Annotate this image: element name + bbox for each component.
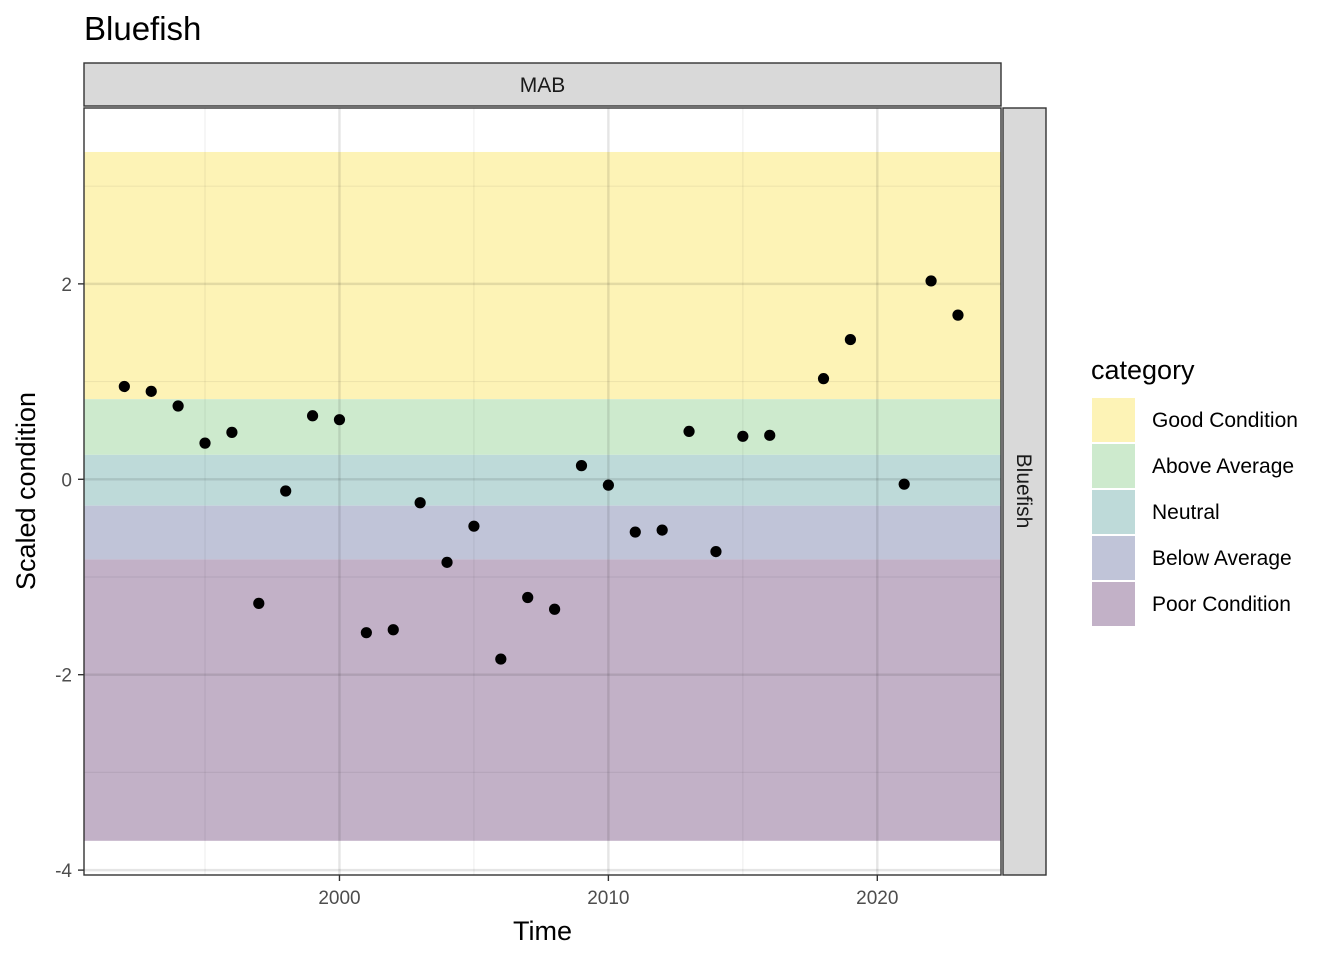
x-tick-label: 2000	[318, 888, 360, 909]
data-point	[898, 478, 910, 490]
axes: 2000 2010 2020 -4 -2 0 2	[55, 275, 898, 909]
legend: category Good Condition Above Average Neut…	[1091, 355, 1298, 626]
data-point	[656, 524, 668, 536]
chart-title: Bluefish	[84, 10, 201, 47]
data-point	[360, 627, 372, 639]
data-point	[414, 497, 426, 509]
data-point	[710, 545, 722, 558]
data-point	[737, 430, 749, 442]
data-point	[199, 437, 211, 449]
data-point	[226, 426, 238, 438]
category-bands	[84, 151, 1001, 841]
legend-title: category	[1091, 355, 1195, 385]
x-tick-label: 2010	[587, 888, 629, 909]
data-point	[495, 653, 507, 665]
facet-strip-right-box	[1002, 107, 1047, 876]
data-point	[145, 385, 157, 397]
band-below-average	[84, 505, 1001, 560]
gridlines	[84, 108, 1001, 875]
facet-strip-top-label: MAB	[520, 74, 566, 97]
band-neutral	[84, 454, 1001, 506]
legend-key-above-average	[1092, 444, 1135, 488]
facet-strip-right: Bluefish	[1002, 107, 1047, 876]
y-axis-title: Scaled condition	[11, 392, 41, 590]
legend-label-above-average: Above Average	[1152, 455, 1294, 478]
y-tick-label: 2	[61, 275, 72, 296]
legend-label-poor-condition: Poor Condition	[1152, 593, 1291, 616]
data-point	[925, 275, 937, 287]
data-point	[441, 556, 453, 568]
data-point	[253, 597, 265, 609]
y-tick-label: -4	[55, 861, 72, 882]
data-point	[118, 380, 130, 393]
data-point	[306, 410, 319, 422]
data-point	[844, 333, 857, 346]
band-above-average	[84, 399, 1001, 455]
plot-panel-border	[83, 107, 1002, 876]
y-tick-label: -2	[55, 666, 72, 687]
data-point	[280, 485, 292, 497]
data-point	[522, 591, 534, 604]
data-point	[333, 414, 346, 426]
legend-label-below-average: Below Average	[1152, 547, 1292, 570]
legend-key-neutral	[1092, 490, 1135, 534]
legend-label-neutral: Neutral	[1152, 501, 1220, 524]
facet-strip-right-label: Bluefish	[1012, 454, 1035, 529]
legend-label-good-condition: Good Condition	[1152, 409, 1298, 432]
band-good-condition	[84, 151, 1001, 400]
data-points	[118, 275, 964, 665]
data-point	[575, 460, 588, 472]
legend-key-good-condition	[1092, 398, 1135, 442]
legend-key-below-average	[1092, 536, 1135, 580]
facet-strip-top: MAB	[83, 62, 1002, 107]
x-axis-title: Time	[513, 916, 572, 946]
x-tick-label: 2020	[856, 888, 898, 909]
data-point	[629, 526, 641, 538]
band-poor-condition	[84, 559, 1001, 841]
y-tick-label: 0	[61, 470, 72, 491]
data-point	[952, 309, 964, 321]
data-point	[468, 520, 480, 532]
legend-key-poor-condition	[1092, 582, 1135, 626]
data-point	[817, 373, 830, 385]
data-point	[683, 425, 695, 438]
data-point	[172, 400, 184, 412]
data-point	[764, 429, 776, 441]
data-point	[602, 479, 614, 491]
data-point	[387, 624, 399, 636]
facet-strip-top-box	[83, 62, 1002, 107]
data-point	[549, 603, 561, 615]
